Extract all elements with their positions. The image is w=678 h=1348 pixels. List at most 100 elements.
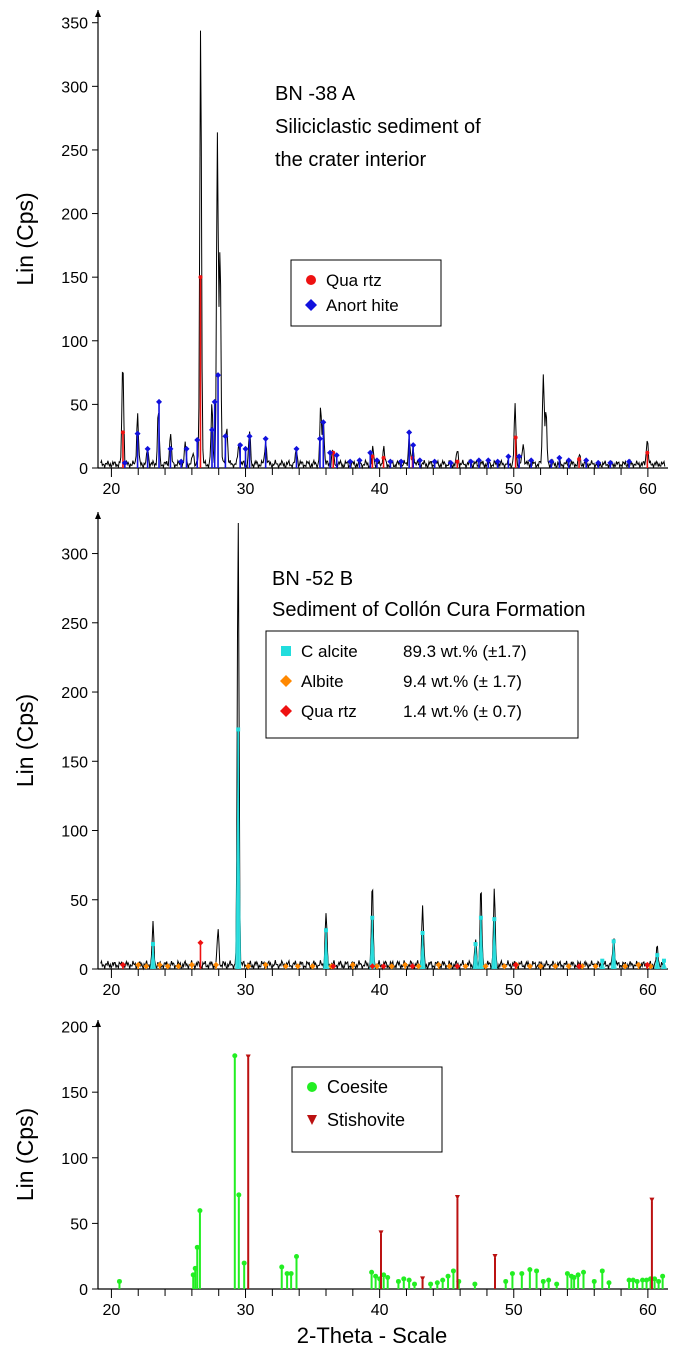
calcite-marker: [600, 958, 605, 963]
legend-box: [265, 630, 579, 739]
legend-label: Albite: [301, 672, 344, 691]
coesite-marker: [395, 1278, 401, 1284]
anorthite-marker: [246, 433, 253, 440]
quartz-marker: [369, 963, 376, 970]
anorthite-marker: [431, 458, 438, 465]
coesite-marker: [534, 1268, 540, 1274]
albite-marker: [446, 963, 453, 970]
coesite-marker: [575, 1272, 581, 1278]
legend-calcite-marker: [281, 646, 291, 656]
coesite-marker: [581, 1269, 587, 1275]
coesite-marker: [527, 1267, 533, 1273]
albite-marker: [188, 961, 195, 968]
albite-marker: [388, 963, 395, 970]
y-tick-label: 250: [61, 143, 88, 160]
anorthite-marker: [293, 445, 300, 452]
calcite-marker: [236, 727, 241, 732]
sample-annotation: BN -52 B: [272, 568, 353, 590]
coesite-marker: [116, 1278, 122, 1284]
albite-marker: [282, 963, 289, 970]
x-tick-label: 40: [371, 982, 389, 999]
albite-marker: [622, 963, 629, 970]
anorthite-marker: [505, 453, 512, 460]
legend-box: [290, 259, 442, 327]
quartz-marker: [381, 455, 386, 460]
x-tick-label: 50: [505, 481, 523, 498]
coesite-marker: [656, 1278, 662, 1284]
x-axis-title: 2-Theta - Scale: [297, 1323, 447, 1348]
stishovite-marker: [492, 1254, 498, 1260]
panel-1: 0 50 100 150 200 250 300 350 20 30 40 50 60 Lin (Cps)…: [12, 10, 668, 498]
anorthite-marker: [607, 459, 614, 466]
coesite-marker: [599, 1268, 605, 1274]
coesite-marker: [440, 1277, 446, 1283]
albite-marker: [135, 961, 142, 968]
legend-box: [291, 1066, 443, 1153]
y-tick-label: 300: [61, 547, 88, 564]
calcite-marker: [370, 915, 375, 920]
calcite-marker: [492, 917, 497, 922]
legend-label: Qua rtz: [326, 271, 382, 290]
y-axis-arrow: [95, 1020, 101, 1027]
anorthite-marker: [516, 453, 523, 460]
coesite-marker: [509, 1271, 515, 1277]
y-tick-label: 300: [61, 79, 88, 96]
x-tick-label: 50: [505, 1302, 523, 1319]
coesite-marker: [554, 1281, 560, 1287]
coesite-marker: [381, 1272, 387, 1278]
calcite-marker: [655, 953, 660, 958]
x-tick-label: 20: [103, 481, 121, 498]
coesite-marker: [571, 1275, 577, 1281]
albite-marker: [635, 961, 642, 968]
y-tick-label: 0: [79, 1282, 88, 1299]
coesite-marker: [519, 1271, 525, 1277]
quartz-marker: [331, 450, 336, 455]
coesite-marker: [564, 1271, 570, 1277]
coesite-marker: [540, 1278, 546, 1284]
quartz-marker: [120, 430, 125, 435]
anorthite-marker: [565, 457, 572, 464]
quartz-marker: [119, 961, 126, 968]
coesite-marker: [428, 1281, 434, 1287]
coesite-marker: [385, 1275, 391, 1281]
coesite-marker: [640, 1277, 646, 1283]
albite-marker: [526, 963, 533, 970]
calcite-marker: [473, 942, 478, 947]
albite-marker: [579, 963, 586, 970]
anorthite-marker: [367, 449, 374, 456]
x-tick-label: 20: [103, 1302, 121, 1319]
albite-marker: [552, 963, 559, 970]
anorthite-marker: [528, 457, 535, 464]
calcite-marker: [661, 958, 666, 963]
albite-marker: [245, 963, 252, 970]
legend-detail: 89.3 wt.% (±1.7): [403, 642, 527, 661]
x-tick-label: 30: [237, 982, 255, 999]
coesite-marker: [634, 1278, 640, 1284]
legend-detail: 9.4 wt.% (± 1.7): [403, 672, 522, 691]
x-tick-label: 60: [639, 982, 657, 999]
albite-marker: [537, 963, 544, 970]
coesite-marker: [197, 1208, 203, 1214]
coesite-marker: [288, 1271, 294, 1277]
coesite-marker: [241, 1260, 247, 1266]
y-tick-label: 0: [79, 962, 88, 979]
albite-marker: [309, 963, 316, 970]
coesite-marker: [546, 1277, 552, 1283]
y-tick-label: 150: [61, 1085, 88, 1102]
coesite-marker: [194, 1244, 200, 1250]
albite-marker: [462, 963, 469, 970]
anorthite-marker: [327, 449, 334, 456]
y-tick-label: 0: [79, 461, 88, 478]
coesite-marker: [406, 1277, 412, 1283]
y-tick-label: 100: [61, 334, 88, 351]
coesite-marker: [472, 1281, 478, 1287]
anorthite-marker: [237, 442, 244, 449]
sample-annotation: the crater interior: [275, 149, 427, 171]
legend-stishovite-marker: [307, 1115, 317, 1125]
albite-marker: [415, 963, 422, 970]
y-axis-title: Lin (Cps): [12, 192, 38, 285]
anorthite-marker: [356, 457, 363, 464]
y-tick-label: 250: [61, 616, 88, 633]
coesite-marker: [630, 1277, 636, 1283]
legend-label: Qua rtz: [301, 702, 357, 721]
